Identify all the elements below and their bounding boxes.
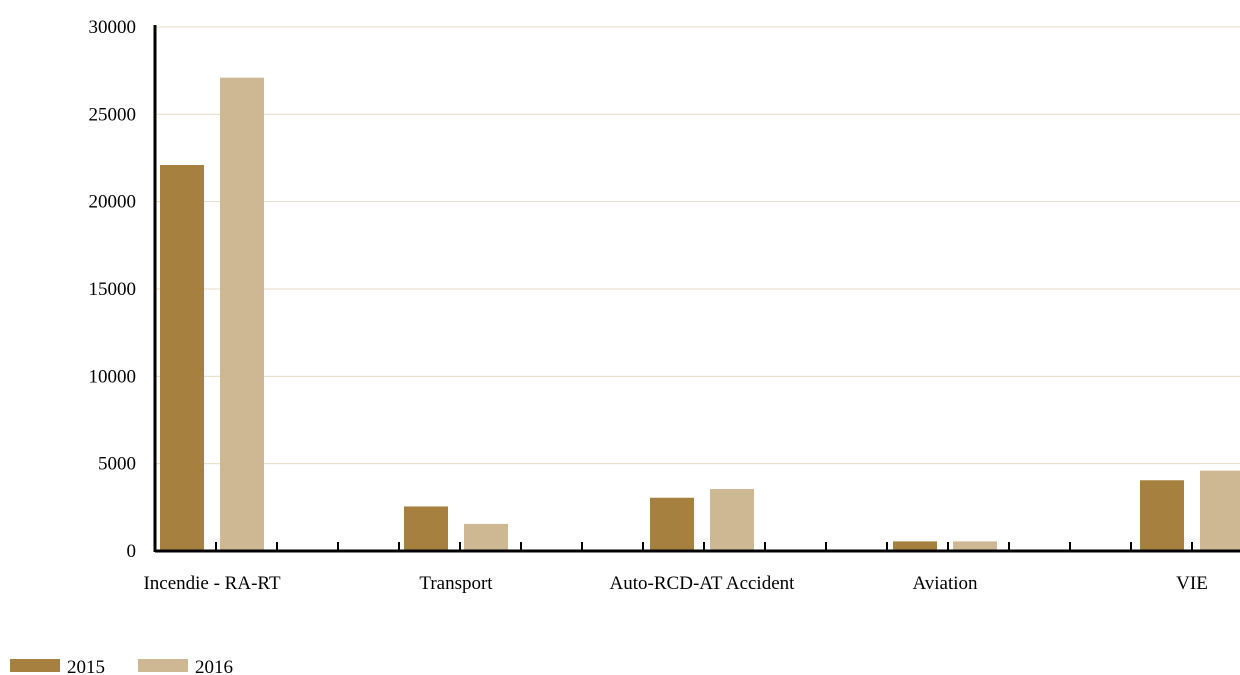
legend-label: 2016 [195, 657, 233, 675]
category-label: Transport [419, 573, 493, 594]
category-label: Incendie - RA-RT [143, 573, 280, 594]
legend: 2015 2016 [10, 657, 233, 675]
y-tick-labels: 0 5000 10000 15000 20000 25000 30000 [89, 17, 137, 562]
bar-2016 [220, 77, 264, 552]
legend-swatch-2015 [10, 659, 60, 672]
bar-2015 [893, 541, 937, 551]
legend-label: 2015 [67, 657, 105, 675]
category-label: VIE [1176, 573, 1208, 594]
y-tick-label: 15000 [89, 279, 137, 300]
y-tick-label: 0 [127, 541, 137, 562]
y-tick-label: 25000 [89, 104, 137, 125]
bar-2016 [464, 523, 508, 551]
bar-2016 [1200, 470, 1240, 551]
legend-swatch-2016 [138, 659, 188, 672]
bar-2016 [953, 541, 997, 551]
y-tick-label: 5000 [98, 454, 136, 475]
category-labels: Incendie - RA-RT Transport Auto-RCD-AT Acc… [143, 573, 1207, 594]
y-tick-label: 20000 [89, 192, 137, 213]
gridlines [155, 26, 1240, 465]
bar-2015 [650, 497, 694, 551]
axes [153, 25, 1240, 553]
category-label: Auto-RCD-AT Accident [610, 573, 796, 594]
bars [160, 77, 1240, 552]
y-tick-label: 10000 [89, 366, 137, 387]
y-tick-label: 30000 [89, 17, 137, 38]
category-label: Aviation [912, 573, 978, 594]
bar-2016 [710, 488, 754, 551]
bar-2015 [404, 506, 448, 551]
bar-2015 [160, 164, 204, 551]
bar-2015 [1140, 480, 1184, 551]
